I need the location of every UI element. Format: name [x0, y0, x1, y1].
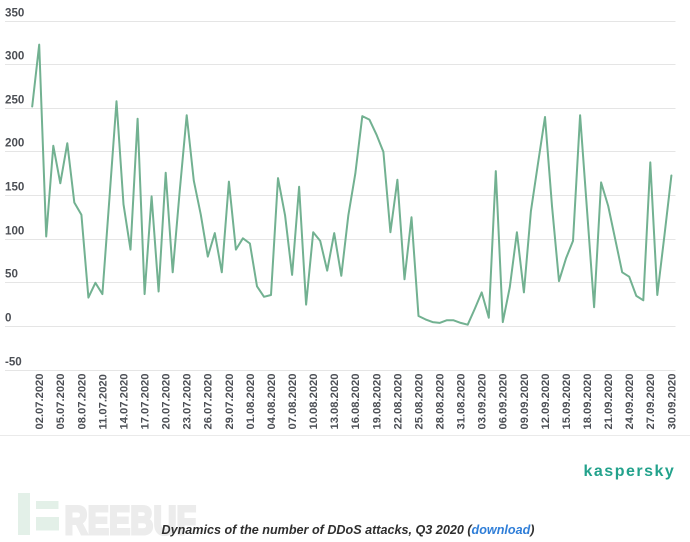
svg-text:29.07.2020: 29.07.2020 [224, 374, 236, 430]
svg-text:25.08.2020: 25.08.2020 [413, 374, 425, 430]
svg-text:23.07.2020: 23.07.2020 [182, 374, 194, 430]
svg-text:16.08.2020: 16.08.2020 [350, 374, 362, 430]
svg-text:11.07.2020: 11.07.2020 [97, 374, 109, 429]
svg-text:12.09.2020: 12.09.2020 [540, 374, 552, 430]
svg-text:0: 0 [5, 312, 11, 325]
svg-text:28.08.2020: 28.08.2020 [435, 374, 447, 430]
svg-text:02.07.2020: 02.07.2020 [34, 374, 46, 430]
svg-text:04.08.2020: 04.08.2020 [266, 374, 278, 430]
svg-text:50: 50 [5, 268, 18, 281]
svg-text:200: 200 [5, 137, 24, 150]
svg-text:01.08.2020: 01.08.2020 [245, 374, 257, 430]
svg-text:26.07.2020: 26.07.2020 [203, 374, 215, 430]
svg-text:300: 300 [5, 50, 24, 63]
svg-text:100: 100 [5, 225, 24, 238]
svg-text:18.09.2020: 18.09.2020 [582, 374, 594, 430]
svg-text:31.08.2020: 31.08.2020 [456, 374, 468, 430]
svg-text:REEBUF: REEBUF [65, 498, 197, 542]
svg-text:350: 350 [5, 7, 24, 20]
svg-text:06.09.2020: 06.09.2020 [498, 374, 510, 430]
svg-text:03.09.2020: 03.09.2020 [477, 374, 489, 430]
svg-text:150: 150 [5, 181, 24, 194]
svg-text:09.09.2020: 09.09.2020 [519, 374, 531, 430]
svg-text:250: 250 [5, 94, 24, 107]
svg-text:20.07.2020: 20.07.2020 [161, 374, 173, 430]
svg-text:14.07.2020: 14.07.2020 [118, 374, 130, 430]
svg-text:17.07.2020: 17.07.2020 [140, 374, 152, 430]
svg-text:27.09.2020: 27.09.2020 [645, 374, 657, 430]
svg-text:13.08.2020: 13.08.2020 [329, 374, 341, 430]
svg-text:-50: -50 [5, 356, 22, 369]
svg-text:07.08.2020: 07.08.2020 [287, 374, 299, 430]
svg-text:19.08.2020: 19.08.2020 [371, 374, 383, 430]
svg-text:10.08.2020: 10.08.2020 [308, 374, 320, 430]
svg-text:05.07.2020: 05.07.2020 [55, 374, 67, 430]
svg-text:kaspersky: kaspersky [584, 463, 676, 480]
svg-text:24.09.2020: 24.09.2020 [624, 374, 636, 430]
svg-text:08.07.2020: 08.07.2020 [76, 374, 88, 430]
svg-text:21.09.2020: 21.09.2020 [603, 374, 615, 430]
svg-text:15.09.2020: 15.09.2020 [561, 374, 573, 430]
svg-text:22.08.2020: 22.08.2020 [392, 374, 404, 430]
svg-text:30.09.2020: 30.09.2020 [666, 374, 678, 430]
svg-text:Dynamics of the number of DDoS: Dynamics of the number of DDoS attacks, … [161, 523, 534, 537]
